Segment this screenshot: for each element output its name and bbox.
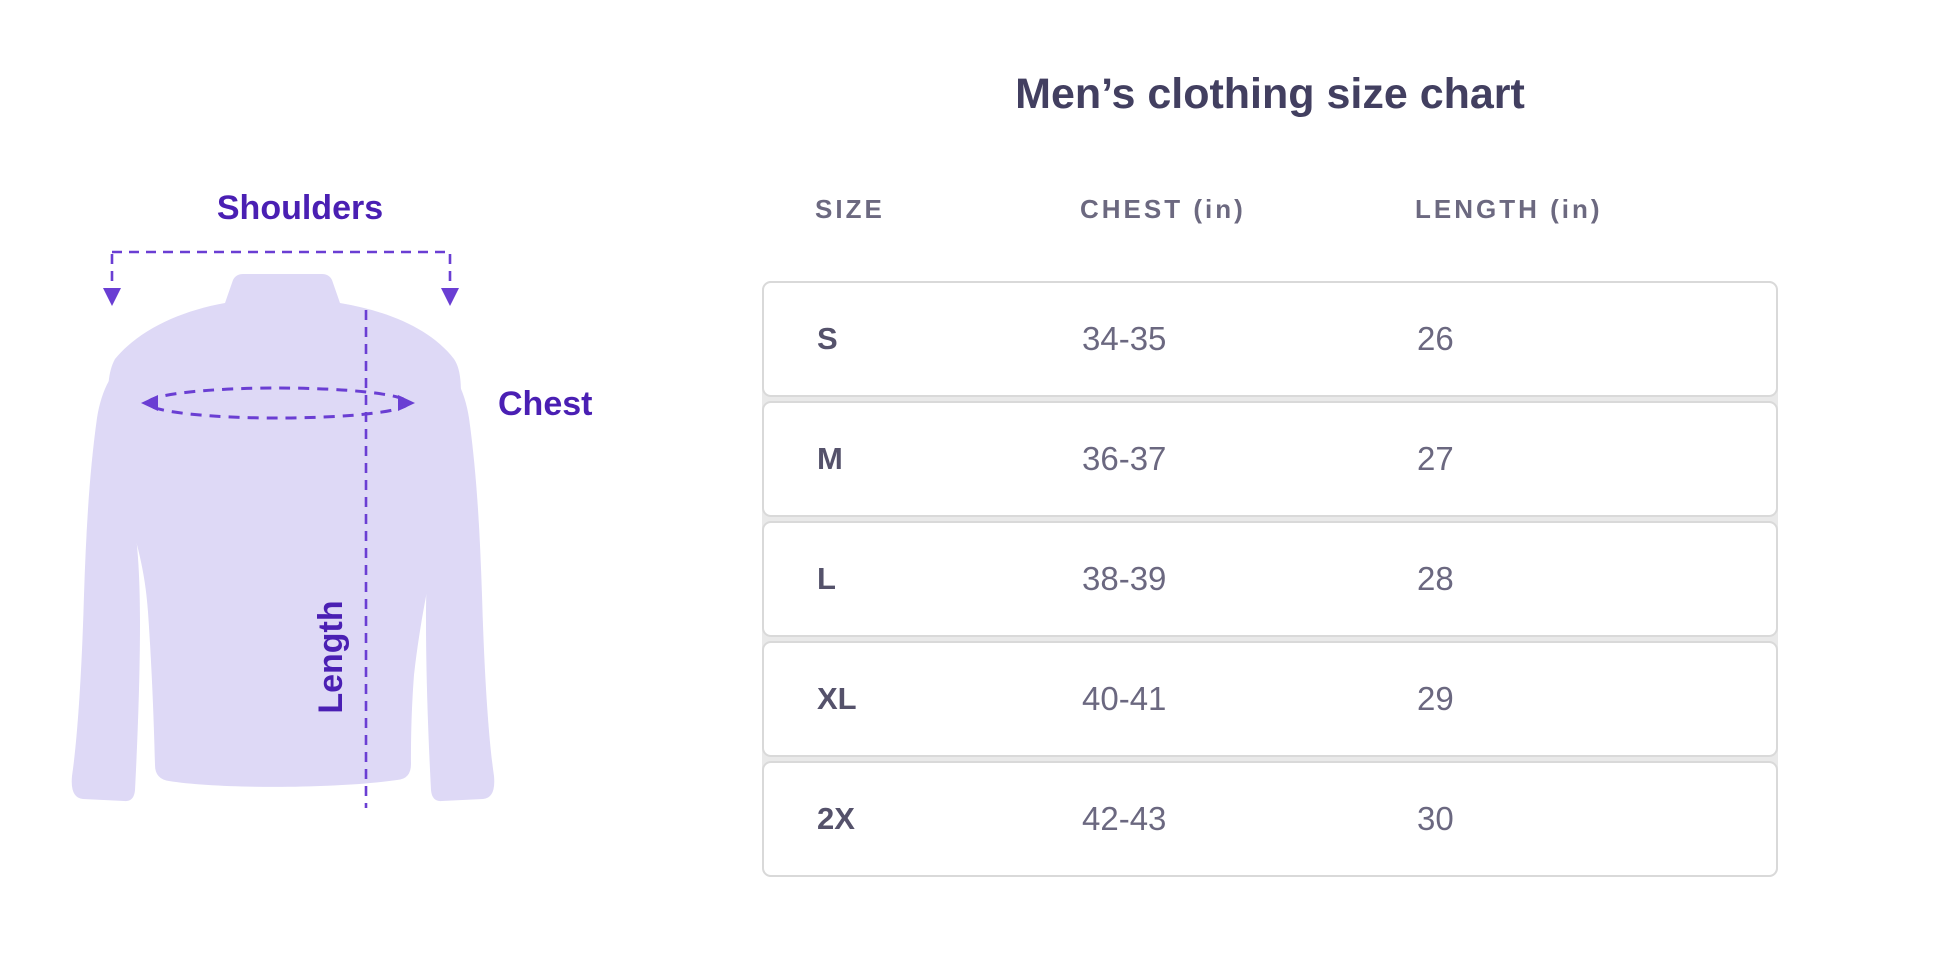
table-row: XL 40-41 29: [762, 641, 1778, 757]
size-cell: S: [817, 321, 838, 356]
shoulders-measure-bracket: [103, 250, 459, 306]
chest-cell: 40-41: [1082, 680, 1167, 717]
size-cell: XL: [817, 681, 857, 716]
shirt-right-sleeve: [416, 345, 495, 802]
page-title: Men’s clothing size chart: [1015, 70, 1525, 118]
chest-arrow-left-icon: [141, 395, 158, 411]
table-body: S 34-35 26 M 36-37 27 L 38-39 28 XL 40-4…: [762, 281, 1778, 877]
chest-cell: 36-37: [1082, 440, 1167, 477]
shoulder-arrow-right-icon: [441, 288, 459, 306]
size-cell: 2X: [817, 801, 855, 836]
column-header-chest: CHEST (in): [1080, 194, 1246, 224]
column-header-size: SIZE: [815, 194, 885, 224]
size-cell: M: [817, 441, 843, 476]
size-cell: L: [817, 561, 836, 596]
length-cell: 30: [1417, 800, 1454, 837]
table-header-row: SIZE CHEST (in) LENGTH (in): [762, 194, 1778, 225]
shirt-body: [108, 274, 461, 787]
table-row: M 36-37 27: [762, 401, 1778, 517]
table-row: 2X 42-43 30: [762, 761, 1778, 877]
chest-cell: 42-43: [1082, 800, 1167, 837]
chest-cell: 38-39: [1082, 560, 1167, 597]
chest-cell: 34-35: [1082, 320, 1167, 357]
chest-measure-ellipse: [141, 386, 415, 420]
shirt-measurement-diagram: Shoulders Chest Length: [40, 170, 600, 870]
shirt-illustration: [71, 250, 495, 808]
chest-label: Chest: [498, 385, 593, 423]
length-label: Length: [312, 600, 351, 714]
length-cell: 26: [1417, 320, 1454, 357]
table-row: S 34-35 26: [762, 281, 1778, 397]
shirt-left-sleeve: [71, 345, 150, 802]
length-cell: 28: [1417, 560, 1454, 597]
shoulder-arrow-left-icon: [103, 288, 121, 306]
shoulders-label: Shoulders: [216, 189, 384, 227]
length-cell: 29: [1417, 680, 1454, 717]
length-cell: 27: [1417, 440, 1454, 477]
table-row: L 38-39 28: [762, 521, 1778, 637]
column-header-length: LENGTH (in): [1415, 194, 1603, 224]
chest-arrow-right-icon: [398, 395, 415, 411]
size-chart-table: Men’s clothing size chart SIZE CHEST (in…: [762, 70, 1778, 877]
